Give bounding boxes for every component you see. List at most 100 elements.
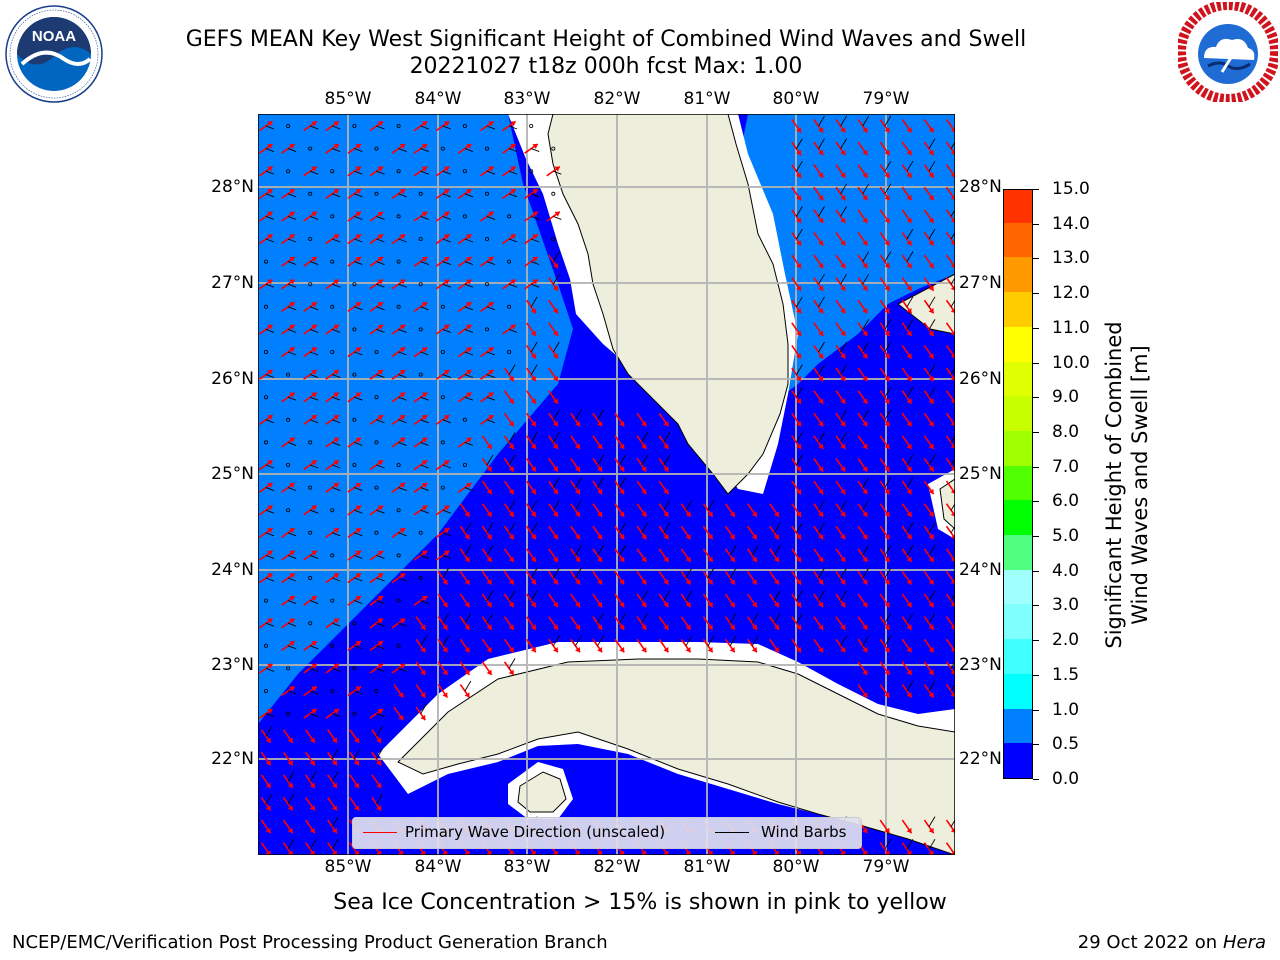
nws-logo <box>1178 2 1278 102</box>
wind-barb <box>884 341 892 353</box>
wave-arrow-head <box>377 211 384 217</box>
wind-barb <box>796 296 803 308</box>
wind-barb <box>464 396 474 401</box>
wind-barb <box>287 554 297 559</box>
lon-label: 84°W <box>414 89 462 109</box>
calm-barb-marker <box>440 146 445 151</box>
wind-barb <box>376 509 385 514</box>
wind-barb <box>796 206 803 217</box>
colorbar-tick-label: 12.0 <box>1052 283 1090 304</box>
wave-arrow-head <box>796 466 801 472</box>
wind-barb <box>420 600 429 605</box>
wave-arrow-head <box>928 466 934 472</box>
wave-arrow-head <box>818 262 824 269</box>
wind-barb <box>619 545 626 556</box>
wave-arrow-head <box>906 443 912 449</box>
wave-arrow-head <box>444 370 450 375</box>
wave-arrow-head <box>906 398 912 404</box>
wind-barb <box>310 170 319 175</box>
calm-barb-marker <box>374 530 379 535</box>
wave-arrow-head <box>884 172 890 178</box>
calm-barb-marker <box>529 169 534 174</box>
wave-arrow-head <box>950 489 955 494</box>
wind-barb <box>287 577 297 582</box>
wind-barb <box>508 125 518 130</box>
wave-arrow-head <box>355 392 361 398</box>
wave-arrow-head <box>906 149 912 156</box>
wind-barb <box>685 567 693 579</box>
colorbar-tick-mark <box>1033 605 1039 607</box>
wind-barb <box>950 435 955 443</box>
wind-barb <box>531 261 540 266</box>
wave-arrow-head <box>928 556 934 562</box>
wave-arrow-head <box>267 573 273 579</box>
wave-arrow-head <box>751 601 757 608</box>
footer-host: Hera <box>1222 932 1266 953</box>
wave-arrow-head <box>884 601 890 608</box>
wave-arrow-head <box>399 392 406 398</box>
colorbar-title: Significant Height of Combined Wind Wave… <box>1101 275 1153 695</box>
wave-arrow-head <box>862 647 868 653</box>
wind-barb <box>486 522 494 534</box>
wind-barb <box>442 612 450 624</box>
wind-barb <box>442 509 451 514</box>
wave-arrow-head <box>554 166 560 172</box>
wave-arrow-head <box>906 827 912 834</box>
wind-barb <box>530 296 538 308</box>
wave-arrow-head <box>862 556 868 562</box>
calm-barb-marker <box>330 259 335 264</box>
wave-arrow-head <box>818 172 824 178</box>
colorbar-tick-mark <box>1033 223 1039 225</box>
wind-barb <box>332 532 341 537</box>
wave-arrow-head <box>884 330 890 336</box>
wave-arrow-head <box>530 375 536 382</box>
wind-barb <box>486 419 496 424</box>
lon-label: 83°W <box>503 89 551 109</box>
wave-arrow-head <box>289 234 295 240</box>
wind-barb <box>486 454 494 466</box>
wind-barb <box>597 409 604 421</box>
wind-barb <box>354 215 363 220</box>
wave-arrow-head <box>309 805 315 811</box>
wind-barb <box>310 306 319 311</box>
wave-arrow-head <box>355 166 361 172</box>
wind-barb <box>398 351 407 356</box>
calm-barb-marker <box>440 485 445 490</box>
wind-barb <box>508 283 518 288</box>
wave-arrow-head <box>287 737 293 743</box>
wave-arrow-head <box>289 144 295 149</box>
wave-arrow-head <box>267 618 273 624</box>
colorbar-tick-mark <box>1033 397 1039 399</box>
wave-arrow-head <box>928 172 934 178</box>
wind-barb <box>928 386 936 398</box>
wave-arrow-head <box>884 195 890 201</box>
wind-barb <box>287 261 297 266</box>
wave-arrow-head <box>884 692 890 698</box>
wind-barb <box>310 509 319 514</box>
wave-arrow-head <box>444 415 450 421</box>
wind-barb <box>398 667 407 672</box>
wind-barb <box>376 748 383 760</box>
wave-arrow-head <box>884 624 890 630</box>
wind-barb <box>641 612 649 624</box>
wind-barb <box>840 432 847 443</box>
wind-barb <box>818 296 825 308</box>
colorbar-tick-label: 0.5 <box>1052 734 1080 755</box>
wave-arrow-head <box>421 460 428 466</box>
wave-arrow-head <box>508 850 514 855</box>
wave-arrow-head <box>420 850 426 855</box>
wave-arrow-head <box>950 534 955 540</box>
wave-arrow-head <box>532 257 538 262</box>
wave-arrow-head <box>818 421 824 427</box>
wave-arrow-head <box>707 534 713 540</box>
footer-credit: NCEP/EMC/Verification Post Processing Pr… <box>12 932 608 953</box>
lon-label: 83°W <box>503 857 551 877</box>
footer-date: 29 Oct 2022 on Hera <box>1078 932 1266 953</box>
wave-arrow-head <box>906 172 912 178</box>
wave-arrow-head <box>796 217 801 223</box>
wind-barb <box>332 125 341 130</box>
wind-barb <box>553 215 562 220</box>
wind-barb <box>862 545 870 556</box>
wave-arrow-head <box>377 121 384 127</box>
wave-arrow-head <box>508 421 514 427</box>
